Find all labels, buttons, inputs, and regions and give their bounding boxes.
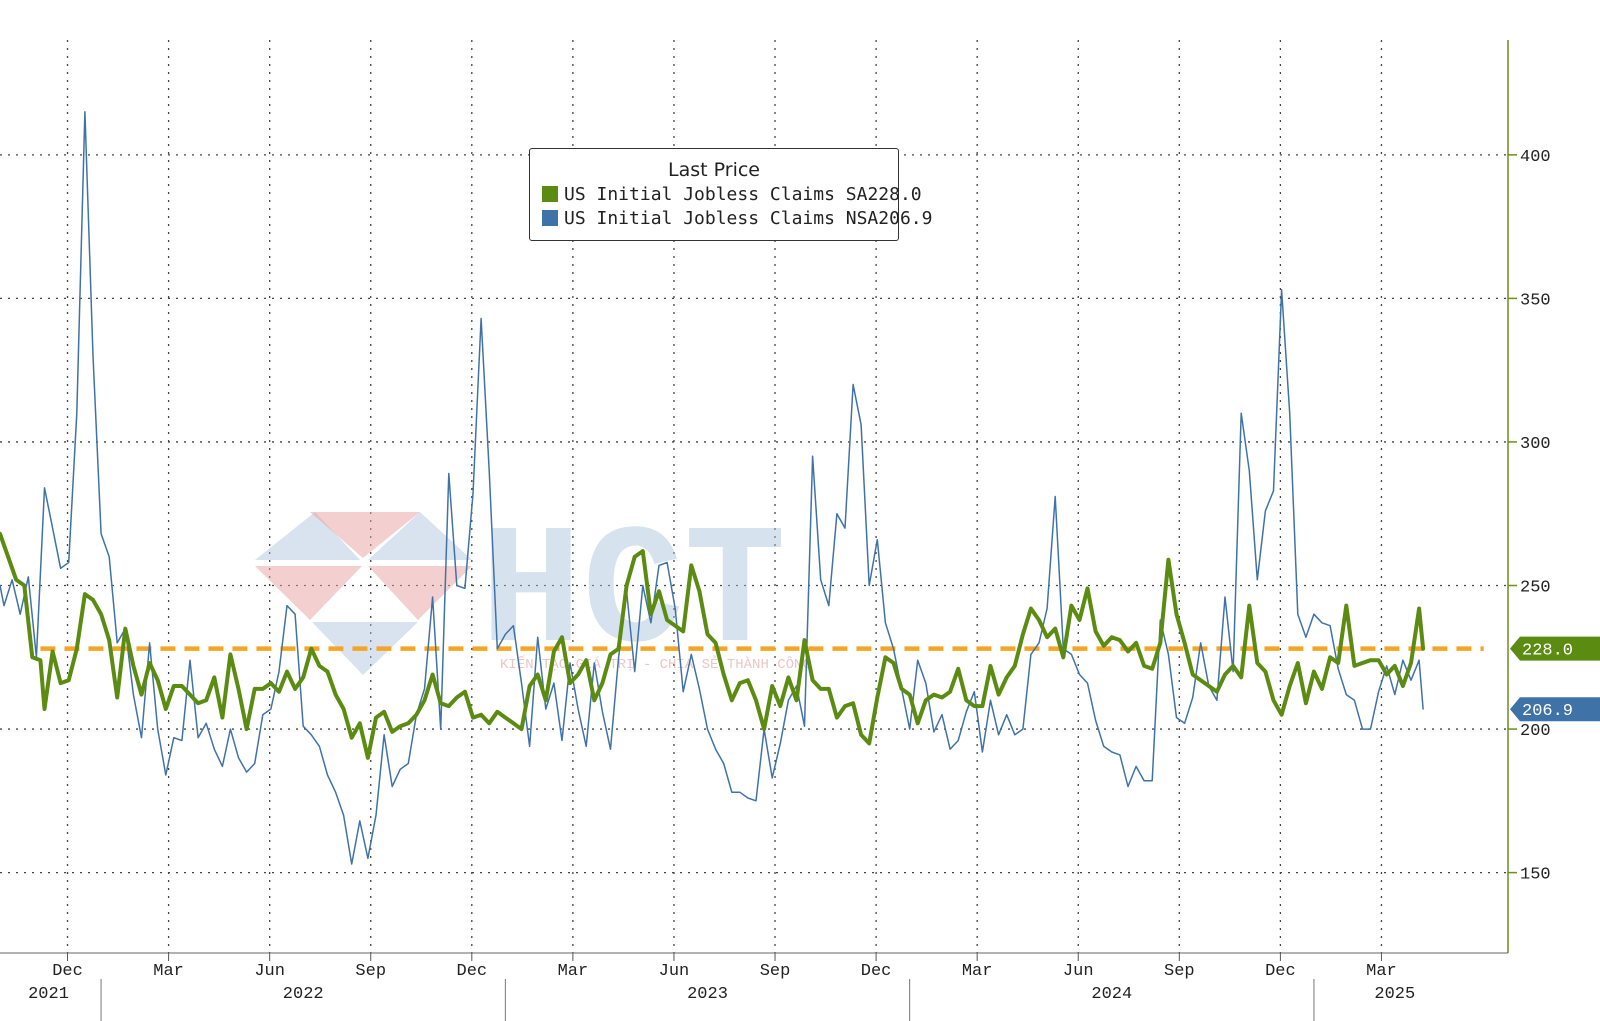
- x-tick-label: Dec: [52, 962, 83, 981]
- x-tick-label: Jun: [1063, 962, 1094, 981]
- x-tick-label: Dec: [457, 962, 488, 981]
- x-year-label: 2021: [28, 985, 69, 1004]
- legend-swatch-nsa: [542, 210, 558, 226]
- series-line-sa: [0, 531, 1426, 760]
- watermark-shape: [255, 512, 360, 560]
- y-tick-label: 200: [1520, 722, 1551, 741]
- x-year-label: 2025: [1374, 985, 1415, 1004]
- watermark-tagline: KIẾN TẠO GIÁ TRỊ - CHIA SẺ THÀNH CÔNG: [500, 655, 811, 673]
- x-tick-label: Dec: [1265, 962, 1296, 981]
- x-year-label: 2022: [283, 985, 324, 1004]
- x-tick-label: Mar: [558, 962, 589, 981]
- legend: Last Price US Initial Jobless Claims SA …: [529, 148, 932, 241]
- x-tick-label: Sep: [355, 962, 386, 981]
- legend-swatch-sa: [542, 186, 558, 202]
- series-layer: [0, 111, 1484, 865]
- last-value-label-sa: 228.0: [1522, 642, 1573, 661]
- y-tick-label: 300: [1520, 435, 1551, 454]
- x-tick-label: Mar: [962, 962, 993, 981]
- watermark-shape: [255, 566, 362, 620]
- x-tick-label: Dec: [861, 962, 892, 981]
- legend-value-nsa: 206.9: [878, 207, 933, 229]
- y-tick-label: 150: [1520, 866, 1551, 885]
- series-line-nsa: [0, 111, 1424, 865]
- axis-layer: 150 200 250 300 350 400 Dec Mar Jun Sep Dec Mar Jun S…: [0, 40, 1600, 1021]
- x-tick-label: Mar: [1366, 962, 1397, 981]
- last-value-label-nsa: 206.9: [1522, 702, 1573, 721]
- x-tick-label: Mar: [153, 962, 184, 981]
- watermark-shape: [310, 512, 420, 558]
- y-tick-label: 350: [1520, 291, 1551, 310]
- x-tick-label: Jun: [254, 962, 285, 981]
- x-tick-label: Sep: [1164, 962, 1195, 981]
- x-tick-label: Sep: [760, 962, 791, 981]
- x-tick-label: Jun: [659, 962, 690, 981]
- legend-title: Last Price: [668, 159, 760, 181]
- legend-value-sa: 228.0: [867, 183, 922, 205]
- last-value-tag-sa: [1510, 636, 1600, 661]
- legend-label-nsa: US Initial Jobless Claims NSA: [564, 207, 879, 229]
- x-year-label: 2023: [687, 985, 728, 1004]
- x-year-label: 2024: [1091, 985, 1132, 1004]
- legend-item-sa: US Initial Jobless Claims SA 228.0: [542, 183, 922, 205]
- legend-item-nsa: US Initial Jobless Claims NSA 206.9: [542, 207, 932, 229]
- y-tick-label: 400: [1520, 148, 1551, 167]
- last-value-tag-nsa: [1510, 697, 1600, 722]
- legend-label-sa: US Initial Jobless Claims SA: [564, 183, 868, 205]
- y-tick-label: 250: [1520, 579, 1551, 598]
